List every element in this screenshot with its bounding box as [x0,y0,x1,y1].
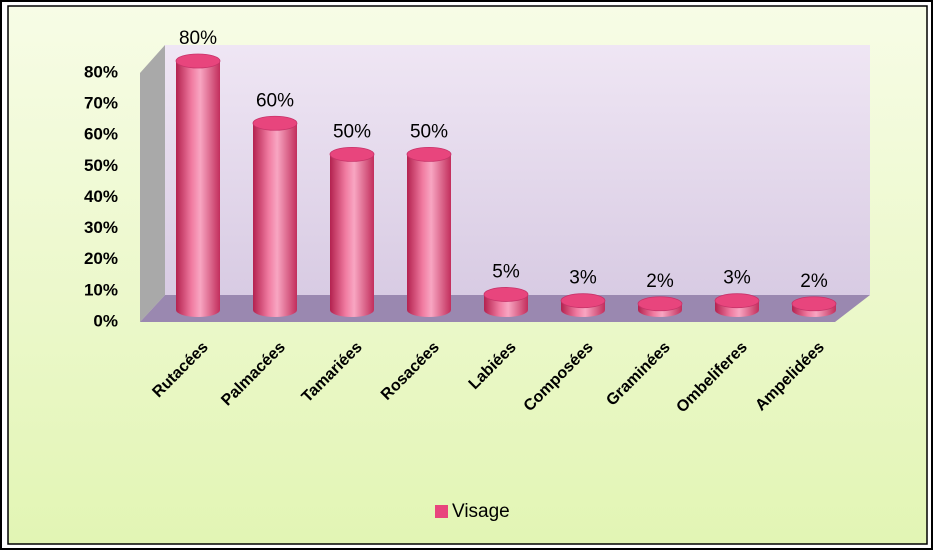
bar-top [560,293,606,309]
side-wall [140,45,165,322]
bar [253,123,297,317]
y-tick-label: 50% [84,156,118,175]
bar-top [637,296,683,312]
bar-top [252,115,298,131]
data-label: 2% [646,271,674,292]
bar [330,154,374,317]
y-tick-label: 10% [84,280,118,299]
legend-swatch [435,505,448,518]
bar [407,154,451,317]
y-tick-label: 40% [84,187,118,206]
y-tick-label: 70% [84,94,118,113]
bar-top [406,146,452,162]
bar-top [714,293,760,309]
bar [176,61,220,317]
data-label: 3% [569,268,597,289]
data-label: 3% [723,268,751,289]
bar-top [175,53,221,69]
legend-label: Visage [452,501,510,522]
bar-top [329,146,375,162]
data-label: 50% [410,121,448,142]
data-label: 50% [333,121,371,142]
data-label: 5% [492,261,520,282]
data-label: 60% [256,90,294,111]
y-tick-label: 0% [93,311,118,330]
y-tick-label: 80% [84,62,118,81]
bar-top [483,287,529,302]
y-tick-label: 60% [84,125,118,144]
y-tick-label: 20% [84,249,118,268]
y-tick-label: 30% [84,218,118,237]
data-label: 2% [800,271,828,292]
bar-top [791,296,837,312]
data-label: 80% [179,28,217,49]
